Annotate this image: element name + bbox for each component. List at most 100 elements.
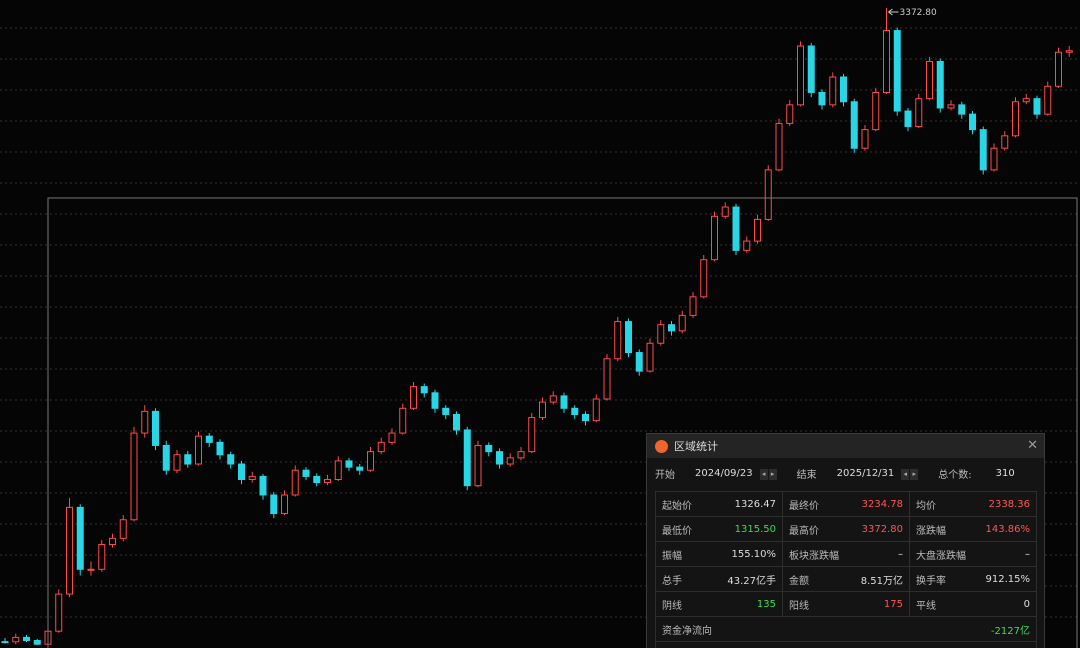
candle-body xyxy=(248,475,256,481)
candle-body xyxy=(711,215,718,261)
candle-body xyxy=(345,460,353,468)
candle-body xyxy=(861,129,869,149)
candle-body xyxy=(334,460,342,481)
stats-cell: 资金净流向 -2127亿 xyxy=(655,617,1037,641)
candle-body xyxy=(979,129,987,171)
candle-body xyxy=(678,314,686,332)
candle-body xyxy=(109,537,116,546)
stat-value: 0 xyxy=(1023,598,1030,610)
stats-row: 振幅 155.10% 板块涨跌幅 – 大盘涨跌幅 – xyxy=(655,542,1037,567)
candle-body xyxy=(528,417,536,453)
candle-body xyxy=(367,451,374,471)
max-arrow-head xyxy=(888,8,893,16)
candle-body xyxy=(872,91,880,131)
stats-dialog: 区域统计 ✕ 开始 2024/09/23 ◂ ▸ 结束 2025/12/31 ◂ ▸ … xyxy=(646,433,1045,648)
end-date[interactable]: 2025/12/31 xyxy=(836,468,895,479)
stats-cell: 金额 8.51万亿 xyxy=(782,567,909,591)
candle-body xyxy=(625,321,632,354)
candle-body xyxy=(807,45,815,93)
stat-label: 总手 xyxy=(662,575,682,587)
stat-label: 振幅 xyxy=(662,550,682,562)
candle-body xyxy=(506,457,514,465)
stat-label: 最终价 xyxy=(789,500,819,512)
candle-body xyxy=(700,259,708,298)
candle-body xyxy=(775,122,783,171)
candle-body xyxy=(259,475,267,496)
candle-body xyxy=(98,544,106,570)
candle-body xyxy=(162,444,170,471)
candle-body xyxy=(721,206,729,217)
stats-cell: 阳线 175 xyxy=(782,592,909,616)
candle-body xyxy=(904,110,912,128)
start-date[interactable]: 2024/09/23 xyxy=(695,468,753,479)
stat-label: 涨跌幅 xyxy=(916,525,946,537)
candle-body xyxy=(1,641,9,644)
candle-body xyxy=(539,401,546,419)
stat-label: 资金净流向 xyxy=(662,625,712,637)
candle-body xyxy=(926,61,933,100)
candle-body xyxy=(668,324,675,332)
candle-body xyxy=(786,104,794,124)
stat-label: 平线 xyxy=(916,600,936,612)
candle-body xyxy=(1044,85,1052,115)
stat-value: 1315.50 xyxy=(734,523,776,535)
stats-cell: 资金博弈 xyxy=(655,642,1037,648)
dialog-title-bar: 区域统计 ✕ xyxy=(647,434,1044,458)
stats-cell: 最终价 3234.78 xyxy=(782,492,909,516)
candle-body xyxy=(1022,98,1030,103)
stat-label: 换手率 xyxy=(916,575,946,587)
stat-value: 3234.78 xyxy=(861,498,903,510)
count-label: 总个数: xyxy=(938,470,972,481)
stats-cell: 总手 43.27亿手 xyxy=(655,567,782,591)
candle-body xyxy=(227,454,235,465)
stats-cell: 起始价 1326.47 xyxy=(655,492,782,516)
candle-body xyxy=(420,386,428,394)
max-label: 3372.80 xyxy=(900,8,937,18)
stats-cell: 涨跌幅 143.86% xyxy=(909,517,1037,541)
stats-cell: 换手率 912.15% xyxy=(909,567,1037,591)
stat-label: 阳线 xyxy=(789,600,809,612)
candle-body xyxy=(152,410,159,446)
candle-body xyxy=(764,169,772,220)
candle-body xyxy=(173,454,181,471)
stats-cell: 板块涨跌幅 – xyxy=(782,542,909,566)
candle-body xyxy=(324,479,331,484)
candle-body xyxy=(410,386,417,409)
candle-body xyxy=(743,240,751,251)
close-button[interactable]: ✕ xyxy=(1027,438,1038,453)
start-label: 开始 xyxy=(655,470,675,481)
candle-body xyxy=(281,494,288,515)
candle-body xyxy=(958,104,966,115)
stat-value: 1326.47 xyxy=(734,498,776,510)
candle-body xyxy=(302,469,310,477)
candle-body xyxy=(141,410,149,434)
candle-body xyxy=(646,342,654,372)
candle-body xyxy=(313,475,321,484)
end-spinner[interactable]: ◂ ▸ xyxy=(900,468,919,480)
candle-body xyxy=(388,432,396,443)
candle-body xyxy=(205,435,213,443)
start-spinner[interactable]: ◂ ▸ xyxy=(759,468,777,480)
candle-body xyxy=(270,494,278,515)
stat-value: – xyxy=(898,548,903,560)
stat-value: 143.86% xyxy=(985,523,1031,535)
stats-row: 资金博弈 xyxy=(655,642,1037,648)
candle-body xyxy=(87,568,95,571)
candle-body xyxy=(657,324,665,344)
candle-body xyxy=(453,413,460,431)
candle-body xyxy=(689,296,697,316)
candle-body xyxy=(1033,98,1041,115)
app-icon xyxy=(655,439,668,453)
stats-row: 总手 43.27亿手 金额 8.51万亿 换手率 912.15% xyxy=(655,567,1037,592)
stat-label: 阴线 xyxy=(662,600,682,612)
stat-value: 175 xyxy=(883,598,903,610)
candle-body xyxy=(66,506,73,595)
end-label: 结束 xyxy=(796,470,817,481)
candle-body xyxy=(1012,101,1019,137)
candle-body xyxy=(549,395,557,403)
candle-body xyxy=(130,432,138,521)
candle-body xyxy=(23,636,30,642)
stat-value: 43.27亿手 xyxy=(727,575,776,587)
